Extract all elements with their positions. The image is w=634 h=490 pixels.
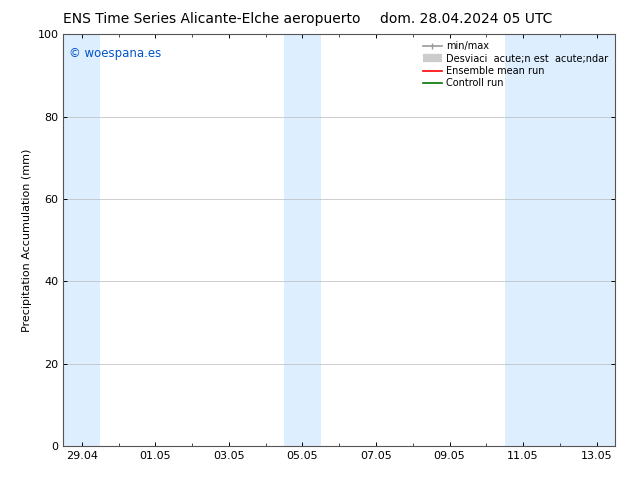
Text: ENS Time Series Alicante-Elche aeropuerto: ENS Time Series Alicante-Elche aeropuert… (63, 12, 361, 26)
Legend: min/max, Desviaci  acute;n est  acute;ndar, Ensemble mean run, Controll run: min/max, Desviaci acute;n est acute;ndar… (421, 39, 610, 90)
Bar (63, 34, 100, 446)
Bar (284, 34, 321, 446)
Bar (505, 34, 615, 446)
Text: © woespana.es: © woespana.es (69, 47, 161, 60)
Y-axis label: Precipitation Accumulation (mm): Precipitation Accumulation (mm) (22, 148, 32, 332)
Text: dom. 28.04.2024 05 UTC: dom. 28.04.2024 05 UTC (380, 12, 553, 26)
